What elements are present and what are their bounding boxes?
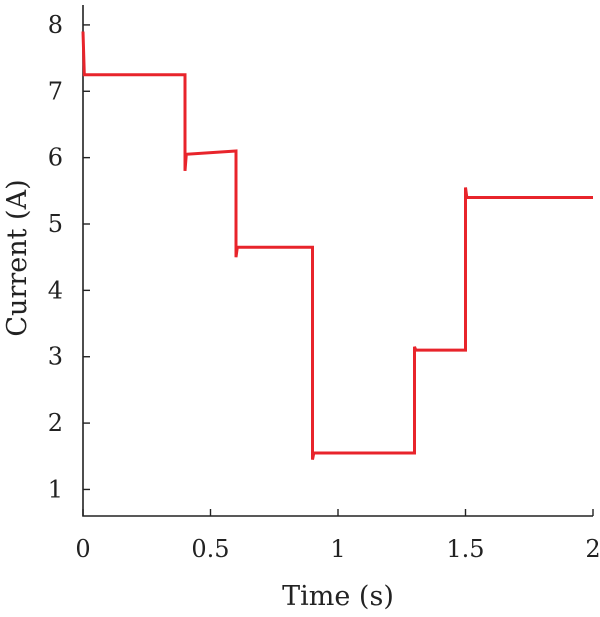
- x-tick-label: 0.5: [191, 535, 229, 563]
- x-axis-ticks: 0 0.5 1 1.5 2: [75, 509, 600, 563]
- y-axis-ticks: 1 2 3 4 5 6 7 8: [48, 11, 90, 503]
- x-tick-label: 0: [75, 535, 90, 563]
- plot-frame: [82, 5, 593, 517]
- y-tick-label: 6: [48, 144, 63, 172]
- y-tick-label: 4: [48, 276, 63, 304]
- y-tick-label: 5: [48, 210, 63, 238]
- y-tick-label: 2: [48, 409, 63, 437]
- y-axis-title: Current (A): [2, 179, 33, 336]
- plot-area: [82, 5, 593, 517]
- current-series-line: [81, 31, 593, 460]
- x-tick-label: 2: [585, 535, 600, 563]
- y-tick-label: 8: [48, 11, 63, 39]
- y-tick-label: 7: [48, 77, 63, 105]
- x-tick-label: 1.5: [446, 535, 484, 563]
- series-layer: [81, 31, 593, 460]
- y-tick-label: 3: [48, 343, 63, 371]
- x-axis-title: Time (s): [282, 581, 394, 612]
- x-tick-label: 1: [330, 535, 345, 563]
- y-tick-label: 1: [48, 475, 63, 503]
